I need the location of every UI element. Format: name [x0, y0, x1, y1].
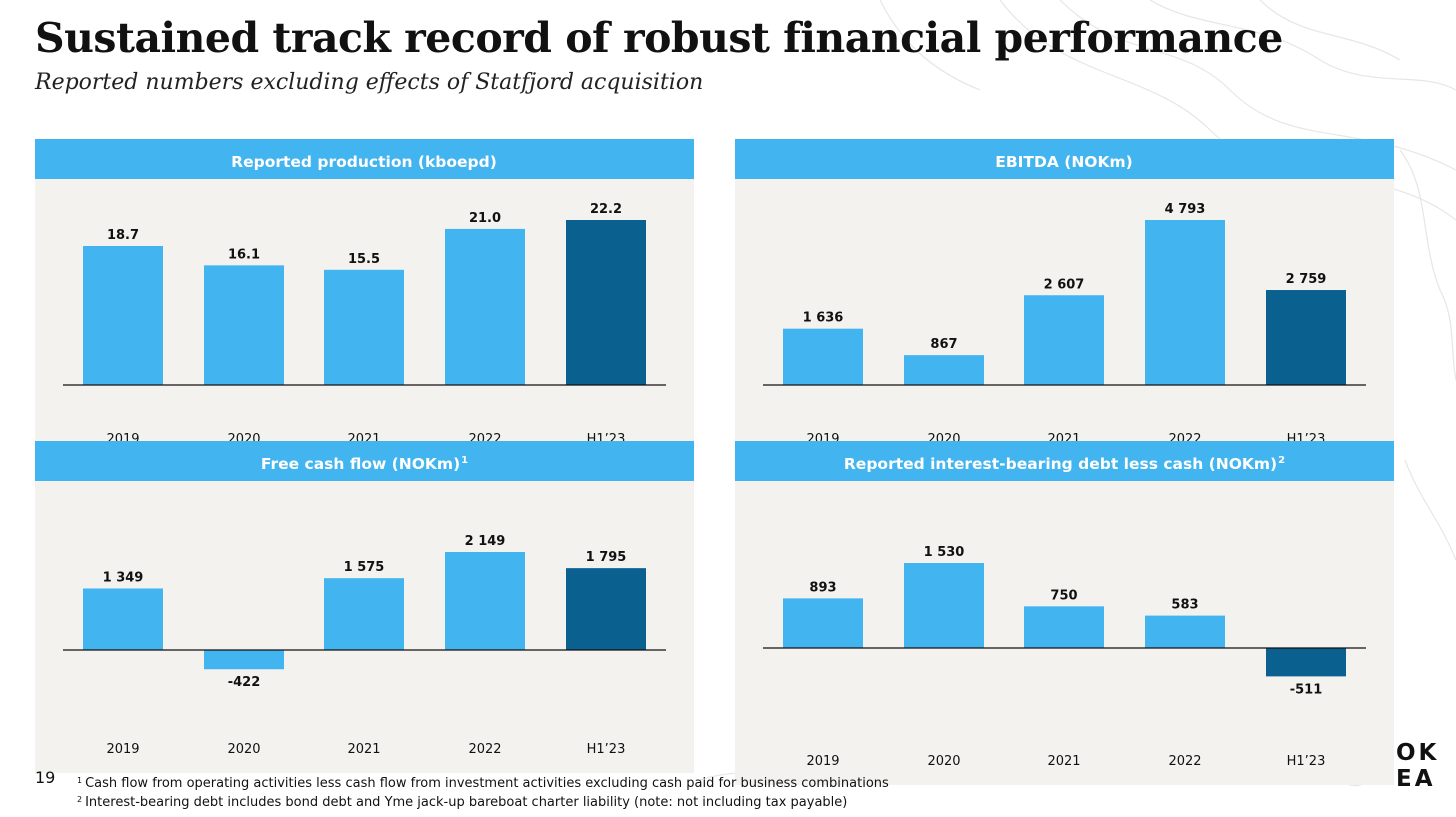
bar-2019	[83, 246, 163, 385]
bar-2019	[783, 598, 863, 648]
value-label: 1 795	[586, 550, 627, 565]
value-label: 15.5	[348, 252, 380, 267]
category-tick-label: 2021	[1047, 754, 1080, 769]
value-label: 893	[809, 580, 836, 595]
value-label: 1 530	[924, 545, 965, 560]
bar-H1’23	[566, 568, 646, 650]
bar-H1’23	[1266, 648, 1346, 677]
chart-title: Reported interest-bearing debt less cash…	[735, 441, 1394, 481]
value-label: 2 607	[1044, 277, 1085, 292]
bar-2022	[1145, 615, 1225, 648]
free-cash-flow-chart: 1 349 -422 1 575 2 149 1 795 2019 2020 2021 2022…	[63, 534, 666, 757]
net-debt-chart: 893 1 530 750 583 -511 2019 2020 2021 2022 H1’23	[763, 545, 1366, 769]
category-tick-label: 2019	[106, 742, 139, 757]
value-label: 4 793	[1165, 202, 1206, 217]
bar-2020	[204, 265, 284, 385]
value-label: 583	[1171, 598, 1198, 613]
value-label: 16.1	[228, 247, 260, 262]
category-tick-label: 2022	[468, 742, 501, 757]
value-label: -422	[228, 675, 261, 690]
value-label: 22.2	[590, 202, 622, 217]
value-label: -511	[1290, 682, 1323, 697]
bar-2019	[83, 588, 163, 650]
footnote-2: 2 Interest-bearing debt includes bond deb…	[77, 795, 848, 810]
value-label: 1 349	[103, 570, 144, 585]
page-title: Sustained track record of robust financi…	[35, 14, 1283, 62]
value-label: 750	[1050, 588, 1077, 603]
value-label: 2 149	[465, 534, 506, 549]
footnote-1: 1 Cash flow from operating activities les…	[77, 776, 889, 791]
value-label: 1 636	[803, 311, 844, 326]
bar-2019	[783, 328, 863, 385]
bar-2021	[324, 578, 404, 650]
bar-2022	[1145, 220, 1225, 385]
value-label: 867	[930, 337, 957, 352]
value-label: 2 759	[1286, 272, 1327, 287]
chart-panel-production: Reported production (kboepd) 18.7 16.1 15.…	[35, 139, 694, 463]
category-tick-label: 2019	[806, 754, 839, 769]
chart-panel-ebitda: EBITDA (NOKm) 1 636 867 2 607 4 793 2 759 201…	[735, 139, 1394, 463]
page-subtitle: Reported numbers excluding effects of St…	[35, 70, 704, 95]
value-label: 21.0	[469, 211, 501, 226]
category-tick-label: 2020	[927, 754, 960, 769]
bar-2020	[204, 650, 284, 670]
category-tick-label: 2022	[1168, 754, 1201, 769]
bar-H1’23	[566, 220, 646, 385]
chart-title: EBITDA (NOKm)	[735, 139, 1394, 179]
bar-2022	[445, 228, 525, 385]
okea-logo: OK EA	[1396, 740, 1440, 792]
value-label: 18.7	[107, 228, 139, 243]
chart-panel-free-cash-flow: Free cash flow (NOKm)1 1 349 -422 1 575 2 1…	[35, 441, 694, 773]
chart-title: Reported production (kboepd)	[35, 139, 694, 179]
value-label: 1 575	[344, 560, 385, 575]
chart-title: Free cash flow (NOKm)1	[35, 441, 694, 481]
bar-2021	[324, 269, 404, 385]
category-tick-label: 2021	[347, 742, 380, 757]
category-tick-label: H1’23	[1287, 754, 1326, 769]
bar-2020	[904, 355, 984, 385]
footnotes: 1 Cash flow from operating activities les…	[77, 773, 889, 811]
bar-2021	[1024, 606, 1104, 648]
bar-H1’23	[1266, 290, 1346, 385]
category-tick-label: H1’23	[587, 742, 626, 757]
bar-2022	[445, 552, 525, 650]
bar-2021	[1024, 295, 1104, 385]
category-tick-label: 2020	[227, 742, 260, 757]
chart-panel-net-debt: Reported interest-bearing debt less cash…	[735, 441, 1394, 785]
bar-2020	[904, 563, 984, 648]
page-number: 19	[35, 768, 56, 787]
